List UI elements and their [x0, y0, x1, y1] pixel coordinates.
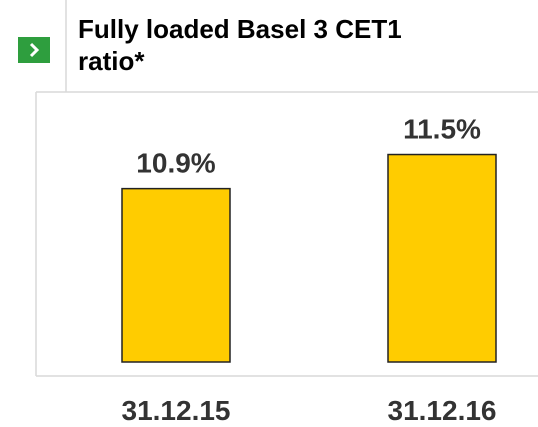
- chart-title: Fully loaded Basel 3 CET1 ratio*: [78, 14, 402, 76]
- x-tick-label: 31.12.15: [122, 395, 231, 422]
- value-label: 10.9%: [136, 148, 215, 179]
- bar: [121, 187, 231, 363]
- title-line: Fully loaded Basel 3 CET1: [78, 14, 402, 44]
- bar: [387, 153, 497, 363]
- chevron: [29, 42, 40, 58]
- x-tick-label: 31.12.16: [388, 395, 497, 422]
- value-label: 11.5%: [403, 114, 481, 145]
- title-line: ratio*: [78, 46, 145, 76]
- chevron-box: [18, 37, 50, 63]
